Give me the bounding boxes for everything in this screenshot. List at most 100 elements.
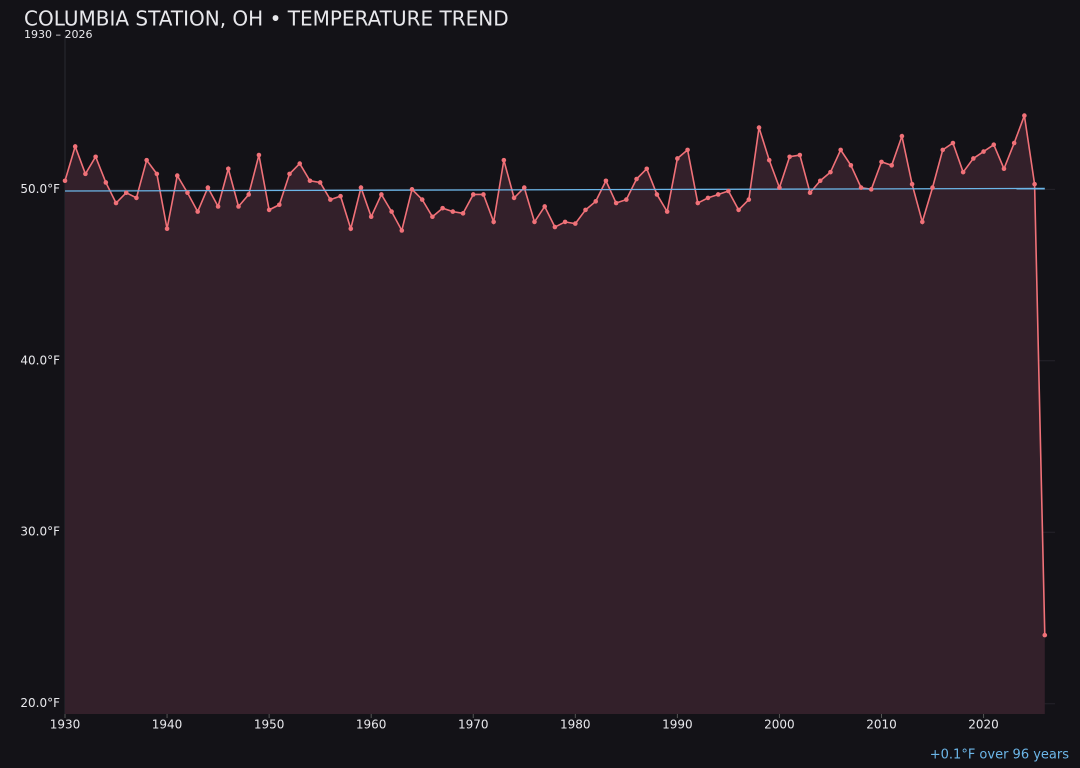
point (940, 147, 946, 153)
point (358, 185, 364, 190)
point (981, 149, 986, 154)
point (634, 176, 639, 182)
point (1011, 140, 1017, 146)
trend-line (64, 187, 1045, 192)
point (144, 157, 149, 163)
x-tick-label: 1970 (458, 718, 489, 732)
point (675, 156, 680, 161)
point (389, 209, 394, 214)
x-tick-label: 1950 (254, 718, 285, 732)
point (297, 161, 303, 166)
point (807, 190, 813, 196)
point (889, 163, 895, 168)
point (307, 178, 313, 184)
x-tick-label: 2020 (968, 718, 999, 732)
point (930, 185, 935, 190)
point (552, 224, 558, 230)
point (93, 154, 98, 160)
point (705, 195, 711, 201)
point (236, 204, 241, 209)
point (868, 187, 874, 192)
y-tick-label: 30.0°F (20, 525, 60, 539)
x-tick-label: 1980 (560, 718, 591, 732)
point (817, 178, 823, 184)
point (511, 195, 517, 201)
point (756, 125, 762, 130)
point (174, 173, 180, 178)
point (736, 207, 741, 213)
point (521, 185, 527, 190)
point (613, 200, 619, 206)
annotation: +0.1°F over 96 years (930, 748, 1069, 763)
point (399, 228, 405, 233)
point (797, 152, 803, 158)
point (909, 181, 915, 187)
point (828, 169, 833, 175)
chart-subtitle: 1930 – 2026 (24, 28, 92, 41)
point (430, 214, 435, 220)
point (62, 178, 68, 184)
y-tick-label: 40.0°F (20, 353, 60, 367)
point (379, 192, 384, 197)
point (164, 226, 170, 232)
point (134, 195, 139, 201)
point (573, 221, 578, 226)
point (215, 204, 221, 209)
point (205, 185, 211, 190)
x-tick-label: 1960 (356, 718, 387, 732)
point (368, 214, 374, 220)
point (624, 197, 629, 202)
point (1042, 632, 1048, 638)
point (266, 207, 272, 213)
point (899, 133, 905, 139)
point (195, 209, 200, 214)
point (123, 190, 129, 196)
point (450, 209, 456, 214)
point (879, 159, 884, 165)
x-tick-label: 1940 (152, 718, 183, 732)
point (470, 192, 476, 197)
point (256, 152, 262, 158)
point (991, 142, 997, 148)
point (950, 140, 956, 146)
point (562, 219, 568, 225)
point (1032, 181, 1037, 187)
point (644, 166, 650, 172)
point (1022, 113, 1027, 118)
x-tick-label: 1930 (50, 718, 81, 732)
point (532, 219, 537, 225)
point (185, 190, 190, 196)
point (225, 166, 231, 172)
point (858, 185, 864, 190)
point (409, 187, 415, 192)
point (501, 157, 507, 163)
point (664, 209, 670, 214)
point (542, 204, 547, 209)
point (787, 154, 792, 160)
y-tick-label: 50.0°F (20, 182, 60, 196)
point (348, 226, 354, 232)
point (593, 199, 599, 204)
point (777, 185, 782, 190)
point (440, 205, 445, 211)
x-tick-label: 1990 (662, 718, 693, 732)
point (317, 180, 323, 185)
point (746, 197, 752, 202)
point (685, 147, 690, 153)
point (715, 192, 721, 197)
y-tick-label: 20.0°F (20, 696, 60, 710)
point (338, 193, 343, 199)
point (583, 207, 588, 213)
point (603, 178, 609, 184)
x-tick-label: 2000 (764, 718, 795, 732)
point (287, 171, 292, 177)
point (838, 147, 843, 153)
point (491, 219, 496, 225)
point (103, 180, 109, 185)
point (960, 169, 966, 175)
point (83, 171, 88, 177)
point (460, 211, 466, 216)
point (246, 192, 252, 197)
